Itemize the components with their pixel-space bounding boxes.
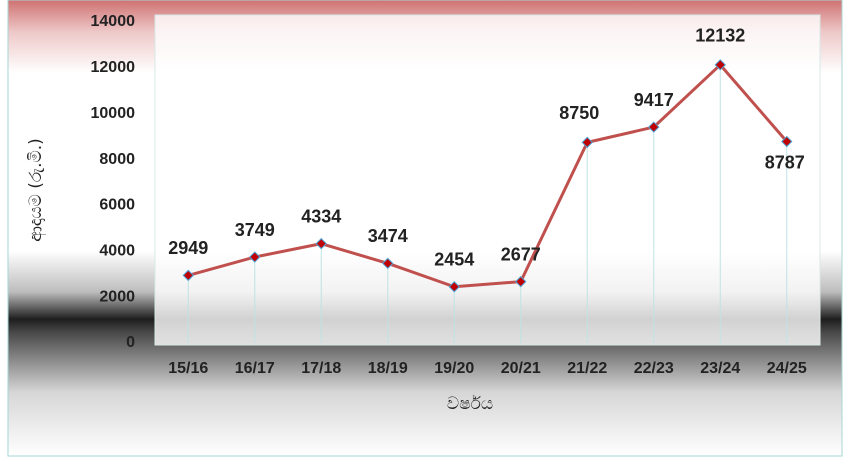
data-point: [781, 135, 793, 148]
plot-area: [154, 14, 821, 346]
y-tick-label: 8000: [99, 151, 135, 168]
data-line: [187, 63, 788, 289]
data-label: 12132: [695, 26, 745, 46]
y-axis-title: ආදායම (රු.මි.): [26, 138, 47, 242]
data-label: 3749: [235, 220, 275, 240]
data-label: 8787: [765, 152, 805, 172]
data-point: [714, 59, 726, 71]
y-tick-label: 12000: [91, 59, 136, 76]
data-point: [448, 281, 460, 293]
data-point: [515, 275, 527, 288]
y-tick-label: 14000: [91, 13, 136, 30]
x-tick-label: 23/24: [700, 360, 740, 377]
data-label: 8750: [559, 103, 599, 123]
data-label: 2677: [501, 244, 541, 264]
data-point: [382, 257, 394, 270]
data-label: 2454: [434, 249, 474, 269]
x-tick-label: 24/25: [767, 360, 807, 377]
x-tick-label: 16/17: [235, 360, 275, 377]
y-tick-label: 4000: [99, 243, 135, 260]
data-label: 4334: [301, 206, 341, 226]
x-tick-label: 20/21: [501, 360, 541, 377]
data-point: [315, 237, 327, 250]
y-tick-label: 0: [126, 334, 135, 351]
x-axis-title: වර්ෂය: [447, 394, 493, 414]
data-point: [648, 121, 660, 133]
data-point: [182, 269, 194, 282]
data-label: 3474: [368, 226, 408, 246]
x-tick-label: 17/18: [301, 360, 341, 377]
data-label: 9417: [634, 90, 674, 110]
x-tick-label: 21/22: [567, 360, 607, 377]
x-tick-label: 19/20: [434, 360, 474, 377]
y-tick-label: 2000: [99, 288, 135, 305]
x-tick-label: 15/16: [168, 360, 208, 377]
data-point: [249, 251, 261, 263]
data-point: [581, 136, 593, 149]
x-tick-label: 22/23: [634, 360, 674, 377]
data-label: 2949: [168, 238, 208, 258]
x-tick-label: 18/19: [368, 360, 408, 377]
y-tick-label: 10000: [91, 105, 136, 122]
y-tick-label: 6000: [99, 197, 135, 214]
